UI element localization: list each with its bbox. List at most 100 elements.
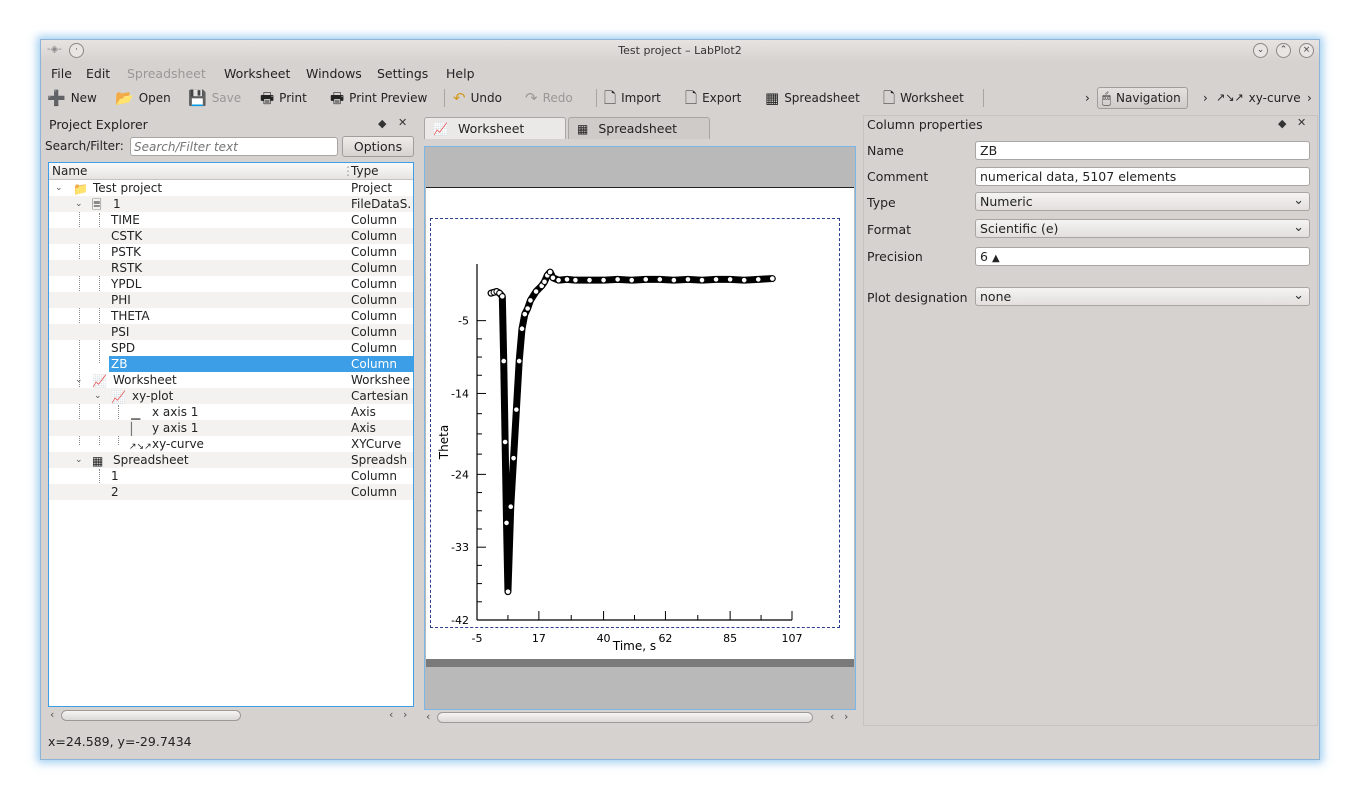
tree-row[interactable]: ⌄ 📁 Test project Project (55, 181, 393, 196)
toolbar-extension-left-icon[interactable]: › (1085, 91, 1090, 105)
toolbar-extension-right-icon[interactable]: › (1307, 91, 1312, 105)
spin-arrows-icon[interactable]: ▲▼ (991, 253, 1000, 264)
type-select[interactable]: Numeric ⌄ (975, 192, 1310, 211)
close-dock-icon[interactable]: ✕ (398, 116, 408, 129)
tree-row[interactable]: ▏ y axis 1 Axis (49, 420, 413, 436)
undo-button[interactable]: ↶ Undo (453, 89, 502, 107)
toolbar-extension-mid-icon[interactable]: › (1203, 91, 1208, 105)
tree-row[interactable]: ⌄ 🗏 1 FileDataS. (49, 196, 413, 212)
navigation-button[interactable]: 🖱 Navigation (1097, 87, 1188, 109)
x-tick-label: -5 (472, 632, 483, 645)
tree-row[interactable]: ⌄ 📈 xy-plot Cartesian (49, 388, 413, 404)
collapse-chevron-icon[interactable]: ⌄ (75, 199, 83, 209)
tree-row[interactable]: THETA Column (111, 309, 397, 323)
scroll-left-icon[interactable]: ‹ (389, 708, 394, 721)
tree-row[interactable]: PSTK Column (111, 245, 397, 259)
window-title: Test project – LabPlot2 (618, 44, 742, 57)
precision-spinbox[interactable]: 6 ▲▼ (975, 247, 1310, 266)
open-button[interactable]: 📂 Open (115, 89, 171, 107)
print-preview-button[interactable]: 🖶 Print Preview (330, 89, 428, 107)
export-button[interactable]: 🗋 Export (685, 89, 742, 107)
print-button[interactable]: 🖶 Print (260, 89, 307, 107)
maximize-icon[interactable]: ⌃ (1276, 43, 1291, 58)
menu-settings[interactable]: Settings (377, 66, 429, 81)
data-point (541, 278, 548, 286)
collapse-chevron-icon[interactable]: ⌄ (75, 455, 83, 465)
tree-row[interactable]: YPDL Column (111, 277, 397, 291)
scroll-right-icon[interactable]: › (844, 710, 849, 723)
worksheet-horizontal-scrollbar[interactable]: ‹ ‹ › (424, 710, 856, 724)
tree-row[interactable]: RSTK Column (49, 260, 413, 276)
tree-guide (99, 213, 100, 363)
data-point (503, 519, 510, 527)
tree-row[interactable]: ↗↘↗ xy-curve XYCurve (49, 436, 413, 452)
menu-worksheet[interactable]: Worksheet (224, 66, 291, 81)
scroll-left-icon[interactable]: ‹ (426, 710, 431, 723)
tab-spreadsheet[interactable]: ▦ Spreadsheet (568, 117, 710, 139)
scroll-left-icon[interactable]: ‹ (50, 708, 55, 721)
y-tick-label: -14 (451, 387, 469, 400)
minimize-icon[interactable]: ⌄ (1253, 43, 1268, 58)
close-icon[interactable]: × (1299, 43, 1314, 58)
data-point (532, 288, 540, 295)
menu-spreadsheet[interactable]: Spreadsheet (127, 66, 206, 81)
menu-windows[interactable]: Windows (306, 66, 362, 81)
folder-icon: 📁 (73, 182, 88, 196)
menu-bar: File Edit Spreadsheet Worksheet Windows … (41, 63, 1319, 83)
mouse-icon: 🖱 (1102, 89, 1112, 107)
data-point (726, 276, 734, 283)
menu-edit[interactable]: Edit (86, 66, 111, 81)
tree-row[interactable]: PHI Column (49, 292, 413, 308)
float-dock-icon[interactable]: ◆ (378, 117, 387, 130)
xy-plot-chart[interactable]: -5 17 40 62 85 107 -5 -14 -24 -33 -42 Time, s Theta (425, 147, 855, 709)
collapse-chevron-icon[interactable]: ⌄ (94, 391, 102, 401)
scroll-left-icon[interactable]: ‹ (830, 710, 835, 723)
menu-help[interactable]: Help (446, 66, 475, 81)
tree-row[interactable]: SPD Column (111, 341, 397, 355)
redo-button[interactable]: ↷ Redo (525, 89, 573, 107)
new-worksheet-button[interactable]: 🗋 Worksheet (883, 89, 964, 107)
window-menu-icon[interactable]: · (69, 43, 84, 58)
tree-row[interactable]: ⌄ 📈 Worksheet Workshee (75, 373, 411, 388)
collapse-chevron-icon[interactable]: ⌄ (75, 375, 83, 385)
plot-designation-select[interactable]: none ⌄ (975, 287, 1310, 306)
scrollbar-thumb[interactable] (437, 712, 813, 723)
search-input[interactable] (130, 137, 338, 156)
tree-row[interactable]: PSI Column (49, 324, 413, 340)
tree-row[interactable]: ⌄ ▦ Spreadsheet Spreadsh (49, 452, 413, 468)
column-header-type[interactable]: Type (351, 164, 379, 178)
project-tree[interactable]: Name ⋮ Type ⌄ 📁 Test project Project ⌄ 🗏… (48, 162, 414, 707)
save-button[interactable]: 💾 Save (188, 89, 242, 107)
explorer-horizontal-scrollbar[interactable]: ‹ ‹ › (48, 708, 414, 722)
menu-file[interactable]: File (51, 66, 72, 81)
data-point (507, 503, 515, 511)
tree-row-selected[interactable]: ZB Column (49, 356, 413, 372)
data-point (600, 276, 607, 284)
plot-area-frame[interactable] (430, 218, 840, 628)
comment-input[interactable]: numerical data, 5107 elements (975, 167, 1310, 186)
import-button[interactable]: 🗋 Import (604, 89, 661, 107)
tree-row[interactable]: ▁ x axis 1 Axis (131, 405, 376, 420)
data-point (769, 275, 776, 282)
redo-icon: ↷ (525, 89, 538, 107)
tree-row[interactable]: 2 Column (49, 484, 413, 500)
scrollbar-thumb[interactable] (61, 710, 241, 721)
column-header-name[interactable]: Name (52, 164, 88, 178)
tree-row[interactable]: 1 Column (111, 469, 397, 483)
name-input[interactable]: ZB (975, 141, 1310, 160)
xy-curve-button[interactable]: ↗↘↗ xy-curve (1216, 91, 1301, 105)
float-dock-icon[interactable]: ◆ (1278, 117, 1287, 130)
xy-curve-line (487, 268, 776, 596)
collapse-chevron-icon[interactable]: ⌄ (55, 183, 63, 193)
tab-worksheet[interactable]: 📈 Worksheet (424, 117, 566, 139)
worksheet-view[interactable]: -5 17 40 62 85 107 -5 -14 -24 -33 -42 Time, s Theta (424, 146, 856, 710)
new-button[interactable]: ➕ New (47, 89, 97, 107)
tree-row[interactable]: CSTK Column (49, 228, 413, 244)
data-point (524, 305, 531, 312)
scroll-right-icon[interactable]: › (403, 708, 408, 721)
format-select[interactable]: Scientific (e) ⌄ (975, 219, 1310, 238)
new-spreadsheet-button[interactable]: ▦ Spreadsheet (765, 89, 860, 107)
tree-row[interactable]: TIME Column (111, 213, 397, 227)
options-button[interactable]: Options (342, 136, 414, 157)
close-dock-icon[interactable]: ✕ (1297, 116, 1307, 129)
